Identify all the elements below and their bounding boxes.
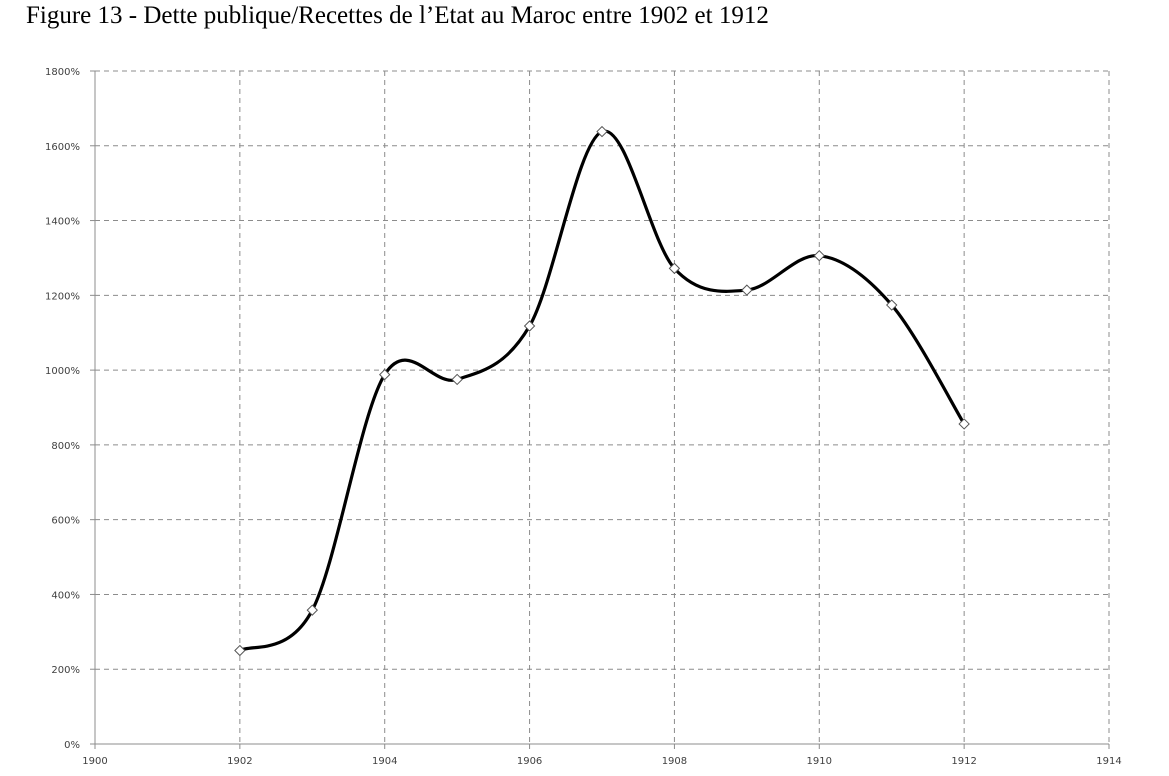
axes (90, 70, 1110, 749)
data-point-marker (596, 125, 608, 138)
x-tick-label: 1912 (951, 756, 976, 767)
y-tick-label: 400% (51, 590, 80, 601)
chart-title: Figure 13 - Dette publique/Recettes de l… (26, 2, 769, 29)
y-tick-label: 1400% (45, 217, 80, 228)
data-point-marker (379, 368, 391, 381)
x-tick-label: 1904 (372, 756, 397, 767)
data-point-marker (306, 604, 318, 616)
x-tick-label: 1908 (662, 756, 687, 767)
data-point-marker (813, 249, 825, 262)
data-point-marker (958, 418, 970, 430)
x-tick-label: 1906 (517, 756, 542, 767)
data-point-marker (523, 320, 536, 332)
x-tick-label: 1910 (807, 756, 832, 767)
data-line (238, 129, 966, 653)
data-point-marker (451, 373, 463, 386)
y-tick-label: 200% (51, 665, 80, 676)
data-point-marker (234, 644, 246, 657)
y-tick-label: 1000% (45, 366, 80, 377)
tick-labels: 0% 200% 400% 600% 800% 1000% 1200% 1400% 1600% 18… (45, 67, 1122, 767)
y-tick-label: 600% (51, 516, 80, 527)
y-tick-label: 1800% (45, 67, 80, 78)
data-markers (234, 125, 970, 657)
y-tick-label: 800% (51, 441, 80, 452)
data-point-marker (741, 284, 753, 296)
gridlines (95, 70, 1110, 744)
x-tick-label: 1914 (1096, 756, 1121, 767)
y-tick-label: 0% (64, 740, 80, 751)
x-tick-label: 1900 (82, 756, 107, 767)
y-tick-label: 1600% (45, 142, 80, 153)
data-point-marker (886, 299, 898, 311)
y-tick-label: 1200% (45, 291, 80, 302)
data-point-marker (668, 262, 681, 275)
x-tick-label: 1902 (227, 756, 252, 767)
